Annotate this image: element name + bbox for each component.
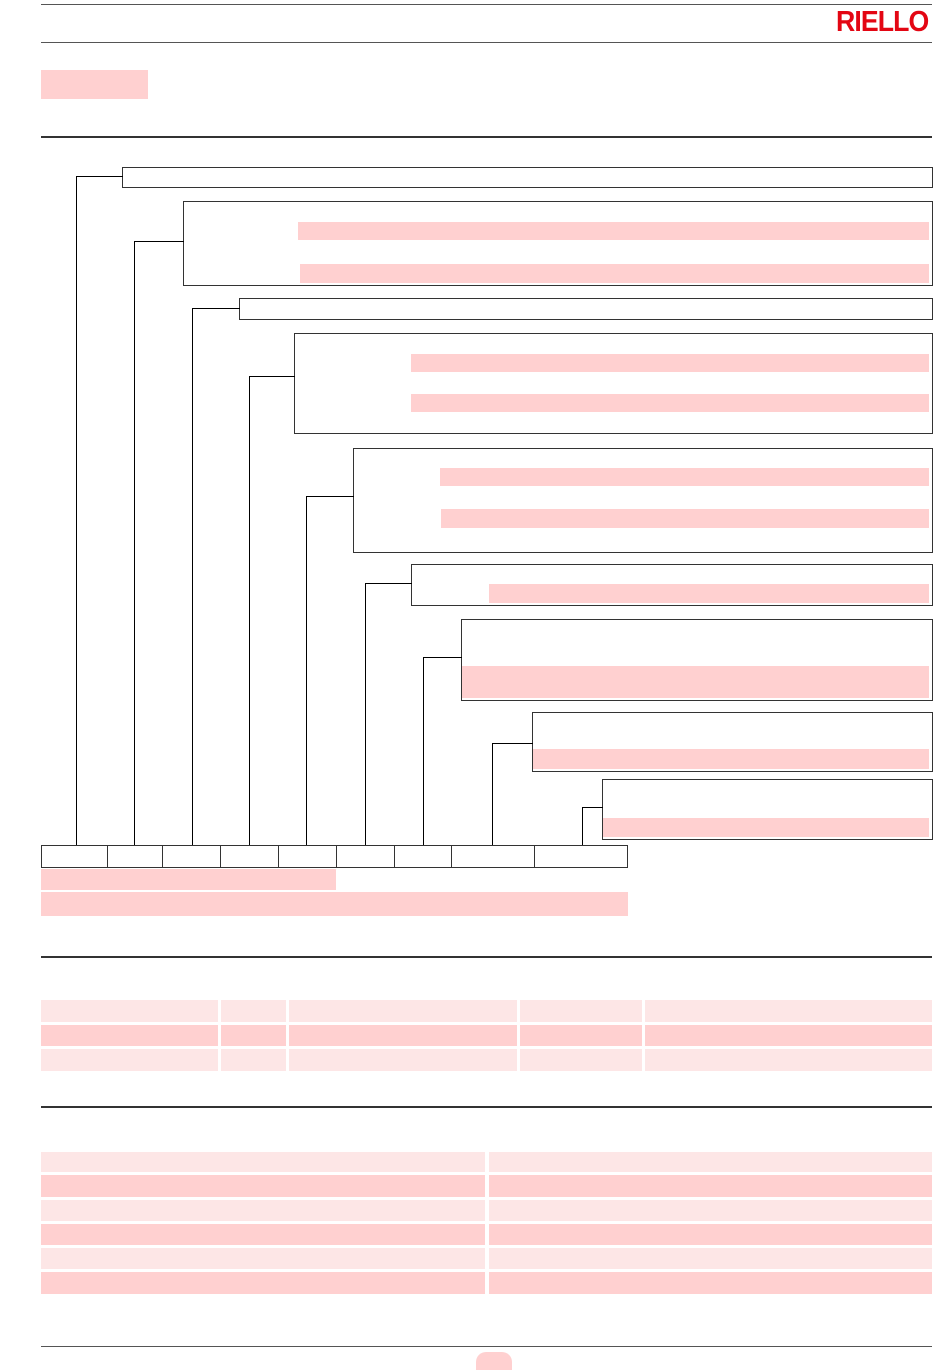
code-cell-6 — [336, 845, 395, 868]
box-9-band-1 — [603, 818, 929, 837]
header-bottom-rule — [41, 42, 932, 43]
designation-box-5 — [353, 448, 933, 553]
table-cell — [289, 1025, 517, 1046]
code-cell-5 — [278, 845, 337, 868]
table-cell — [645, 1025, 932, 1046]
code-cell-7 — [394, 845, 452, 868]
code-caption-band-1 — [41, 869, 336, 890]
code-cell-4 — [220, 845, 279, 868]
table-cell — [41, 1025, 218, 1046]
box-2-band-1 — [298, 222, 929, 240]
section-title-placeholder — [41, 70, 148, 99]
table-cell — [41, 1272, 485, 1294]
box-5-band-2 — [441, 509, 929, 528]
table-cell — [41, 1175, 485, 1197]
table-cell — [520, 1025, 642, 1046]
box-5-band-1 — [440, 468, 929, 486]
box-2-band-2 — [300, 264, 929, 283]
designation-box-4 — [294, 333, 933, 434]
table-cell — [489, 1200, 932, 1221]
table-cell — [41, 1248, 485, 1269]
section-rule-models — [41, 956, 932, 958]
table-cell — [289, 1049, 517, 1071]
connector-7 — [423, 657, 462, 846]
table-cell — [489, 1152, 932, 1172]
designation-box-1 — [122, 167, 933, 188]
table-header-cell — [289, 1000, 517, 1022]
box-7-band-1 — [462, 666, 929, 698]
section-rule-accessories — [41, 1106, 932, 1108]
table-header-cell — [520, 1000, 642, 1022]
table-cell — [489, 1175, 932, 1197]
riello-logo: RIELLO — [836, 6, 929, 38]
connector-6 — [365, 583, 412, 846]
connector-9 — [582, 807, 603, 846]
section-rule-designation — [41, 136, 932, 138]
table-cell — [489, 1224, 932, 1245]
connector-5 — [306, 496, 354, 846]
table-cell — [41, 1049, 218, 1071]
code-cell-3 — [162, 845, 221, 868]
code-cell-2 — [107, 845, 163, 868]
box-4-band-2 — [411, 394, 929, 412]
table-cell — [520, 1049, 642, 1071]
code-caption-band-2 — [41, 892, 628, 916]
table-cell — [41, 1224, 485, 1245]
box-6-band-1 — [489, 584, 929, 603]
header-top-rule — [41, 4, 932, 5]
table-cell — [41, 1152, 485, 1172]
table-header-cell — [41, 1000, 218, 1022]
designation-box-3 — [239, 298, 933, 320]
connector-8 — [492, 743, 533, 846]
code-cell-8 — [451, 845, 535, 868]
table-cell — [41, 1200, 485, 1221]
code-cell-1 — [41, 845, 108, 868]
box-8-band-1 — [533, 749, 929, 769]
table-cell — [645, 1049, 932, 1071]
footer-rule — [41, 1346, 932, 1347]
connector-2 — [134, 241, 184, 846]
table-header-cell — [221, 1000, 286, 1022]
connector-4 — [249, 376, 295, 846]
page-number-placeholder — [476, 1352, 512, 1370]
table-cell — [221, 1049, 286, 1071]
connector-1 — [76, 176, 123, 846]
table-cell — [489, 1272, 932, 1294]
table-cell — [489, 1248, 932, 1269]
box-4-band-1 — [411, 354, 929, 372]
code-cell-9 — [534, 845, 628, 868]
table-cell — [221, 1025, 286, 1046]
connector-3 — [192, 308, 240, 846]
table-header-cell — [645, 1000, 932, 1022]
